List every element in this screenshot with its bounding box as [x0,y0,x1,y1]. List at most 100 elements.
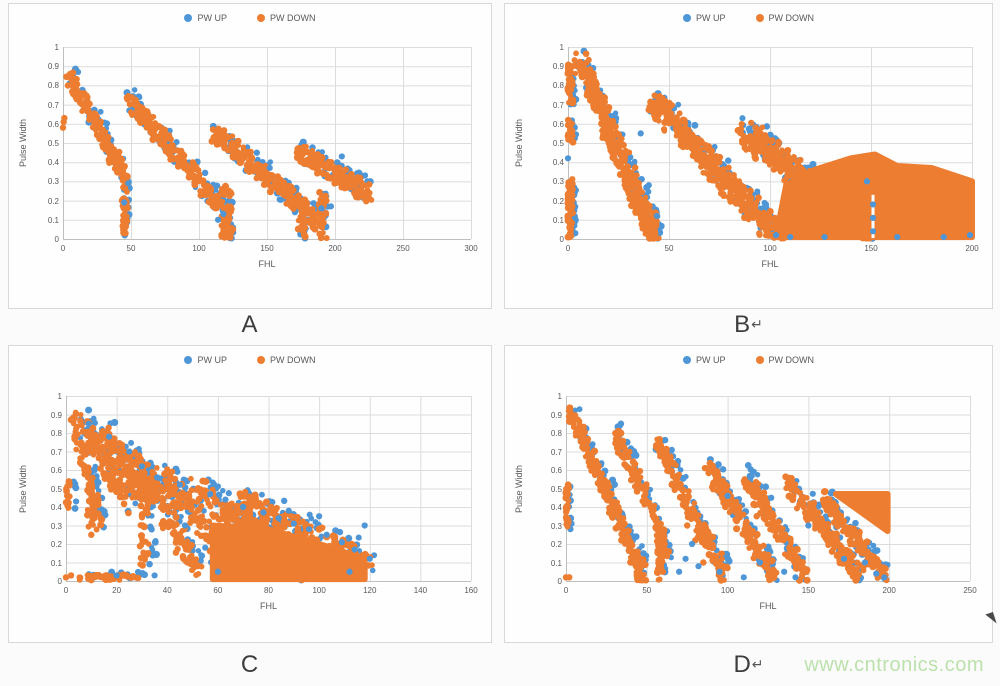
x-tick-label: 300 [464,244,478,253]
legend-item-pw-up: PW UP [682,355,726,365]
y-tick-label: 0.9 [47,62,59,72]
y-tick-label: 0.8 [552,81,564,91]
y-tick-label: 0.2 [552,196,564,206]
y-tick-label: 0.1 [550,558,562,568]
chart-panel-c: PW UP PW DOWN Pulse Width FHL 0 20 40 60 80 1… [8,345,492,643]
y-tick-label: 0 [54,235,59,244]
pw-up-marker-icon [682,356,691,364]
y-tick-label: 0.8 [550,429,562,438]
legend-item-pw-up: PW UP [682,13,726,23]
y-tick-label: 1 [57,392,62,401]
x-tick-label: 160 [464,586,478,595]
x-tick-label: 250 [396,244,410,253]
y-tick-label: 0.4 [50,503,62,512]
plot-canvas-c [9,346,491,642]
x-tick-label: 20 [112,586,122,595]
legend-label-pw-down: PW DOWN [270,355,316,365]
legend: PW UP PW DOWN [505,13,992,23]
x-tick-label: 100 [192,244,206,253]
y-tick-label: 0.4 [550,503,562,512]
y-tick-label: 0.4 [552,158,564,168]
legend: PW UP PW DOWN [9,13,491,23]
y-tick-label: 0.9 [550,410,562,420]
x-tick-label: 200 [882,586,896,595]
x-tick-label: 50 [126,244,136,253]
y-tick-label: 1 [557,392,562,401]
x-tick-label: 0 [60,244,66,253]
x-axis-title: FHL [259,601,277,611]
y-tick-label: 0.6 [552,119,564,129]
pw-down-marker-icon [755,14,764,22]
legend-item-pw-up: PW UP [184,355,227,365]
y-tick-label: 0.5 [550,484,562,494]
plot-canvas-a [9,4,491,308]
y-tick-label: 0.9 [552,62,564,72]
x-axis-title: FHL [761,259,779,269]
y-tick-label: 0.3 [550,521,562,531]
y-tick-label: 0.6 [550,466,562,475]
legend: PW UP PW DOWN [9,355,491,365]
legend-label-pw-up: PW UP [197,13,227,23]
y-tick-label: 0.2 [47,196,59,206]
x-tick-label: 80 [264,586,273,595]
y-tick-label: 1 [559,43,564,52]
x-tick-label: 0 [63,586,69,595]
caption-c: C [8,651,492,679]
y-axis-title: Pulse Width [514,464,524,513]
legend-item-pw-down: PW DOWN [257,355,316,365]
caption-b-return-mark: ↵ [751,316,763,332]
legend-item-pw-down: PW DOWN [755,355,814,365]
pw-down-marker-icon [755,356,764,364]
plot-canvas-b [505,4,992,308]
y-tick-label: 0.4 [47,158,59,168]
legend-item-pw-up: PW UP [184,13,227,23]
y-tick-label: 0.7 [50,447,62,457]
legend-item-pw-down: PW DOWN [257,13,316,23]
legend-label-pw-down: PW DOWN [270,13,316,23]
y-tick-label: 0.7 [47,100,59,110]
x-tick-label: 100 [763,244,777,253]
plot-canvas-d [505,346,992,642]
x-tick-label: 40 [162,586,172,595]
x-tick-label: 0 [565,244,571,253]
legend-label-pw-down: PW DOWN [768,13,815,23]
legend-label-pw-up: PW UP [695,13,726,23]
y-tick-label: 0.3 [50,521,62,531]
y-tick-label: 0.5 [47,139,59,148]
legend: PW UP PW DOWN [505,355,992,365]
y-tick-label: 0.8 [47,81,59,91]
x-axis-title: FHL [759,601,777,611]
caption-c-letter: C [240,651,259,678]
x-tick-label: 150 [864,244,878,253]
x-tick-label: 100 [720,586,735,595]
y-tick-label: 0.9 [50,410,62,420]
x-tick-label: 100 [312,586,326,595]
x-tick-label: 140 [413,586,428,595]
y-tick-label: 0.7 [552,100,564,110]
y-tick-label: 0.1 [50,558,62,568]
y-tick-label: 0.5 [50,484,62,494]
y-tick-label: 0.2 [550,540,562,549]
legend-item-pw-down: PW DOWN [755,13,815,23]
x-tick-label: 50 [642,586,652,595]
chart-panel-b: PW UP PW DOWN Pulse Width FHL 0 50 100 150 2… [504,3,993,309]
y-tick-label: 0.1 [552,215,564,225]
y-tick-label: 0.6 [50,466,62,475]
pw-up-marker-icon [682,14,691,22]
x-tick-label: 120 [363,586,377,595]
caption-b: B↵ [504,311,993,339]
pw-down-marker-icon [257,14,265,22]
x-tick-label: 0 [563,586,569,595]
y-tick-label: 0.3 [552,177,564,187]
y-tick-label: 1 [54,43,59,52]
y-tick-label: 0.7 [550,447,562,457]
caption-d-return-mark: ↵ [751,656,764,672]
chart-panel-a: PW UP PW DOWN Pulse Width FHL 0 50 100 150 2… [8,3,492,309]
x-tick-label: 60 [213,586,223,595]
x-tick-label: 200 [965,244,979,253]
y-axis-title: Pulse Width [18,464,28,513]
y-tick-label: 0.1 [47,215,59,225]
y-axis-title: Pulse Width [514,118,524,168]
y-tick-label: 0.6 [47,119,59,129]
y-tick-label: 0.3 [47,177,59,187]
